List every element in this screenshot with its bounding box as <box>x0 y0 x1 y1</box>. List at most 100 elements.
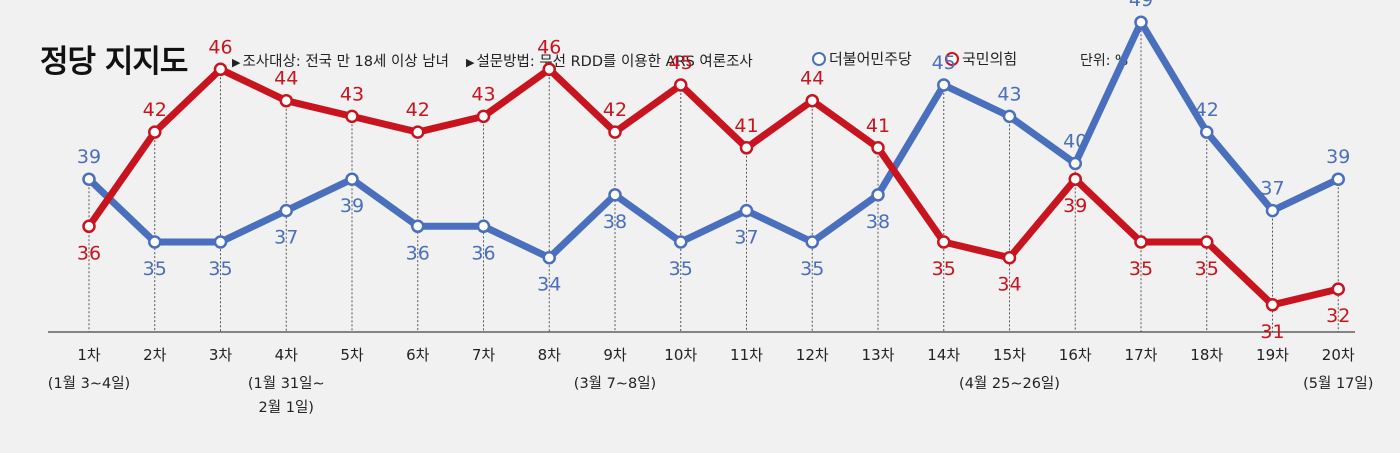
data-point-red <box>213 62 228 77</box>
data-point-blue <box>1265 203 1280 218</box>
date-annotation: (1월 31일∼ <box>248 375 325 392</box>
x-tick-label: 10차 <box>664 346 697 364</box>
x-tick-label: 15차 <box>993 346 1026 364</box>
data-label-red: 44 <box>800 68 824 90</box>
unit-label: 단위: % <box>1080 53 1129 69</box>
x-tick-label: 20차 <box>1322 346 1355 364</box>
data-point-blue <box>674 235 688 249</box>
legend-item-red: 국민의힘 <box>945 48 1017 69</box>
data-label-blue: 49 <box>1129 0 1153 11</box>
x-tick-label: 3차 <box>209 346 233 364</box>
circle-marker-icon <box>812 51 826 66</box>
x-tick-label: 17차 <box>1125 346 1158 364</box>
data-point-blue <box>608 188 622 202</box>
x-tick-label: 6차 <box>406 346 430 364</box>
triangle-icon: ▶ <box>232 56 241 69</box>
data-point-red <box>805 93 819 108</box>
date-annotation: (3월 7∼8일) <box>574 375 656 392</box>
series-line-blue <box>85 18 1342 262</box>
x-tick-label: 16차 <box>1059 346 1092 364</box>
chart-title: 정당 지지도 <box>40 44 188 80</box>
data-point-red <box>1068 172 1082 186</box>
data-point-blue <box>542 250 556 265</box>
data-label-blue: 43 <box>997 83 1021 105</box>
data-point-blue <box>345 172 359 186</box>
x-tick-label: 14차 <box>927 346 960 364</box>
data-point-red <box>279 93 293 108</box>
data-point-blue <box>871 188 885 202</box>
data-label-blue: 35 <box>669 258 693 280</box>
data-label-blue: 45 <box>932 52 956 74</box>
data-label-red: 44 <box>274 68 298 90</box>
data-point-blue <box>739 203 754 218</box>
data-point-blue <box>1134 15 1148 29</box>
data-point-blue <box>1331 172 1345 186</box>
date-annotation: (1월 3∼4일) <box>48 375 130 392</box>
data-label-blue: 39 <box>77 146 101 168</box>
date-annotation: (5월 17일) <box>1303 375 1373 392</box>
data-label-blue: 37 <box>274 227 298 249</box>
data-label-red: 45 <box>669 52 693 74</box>
data-label-red: 43 <box>471 83 495 105</box>
date-annotation: 2월 1일) <box>259 399 314 416</box>
data-point-red <box>674 78 688 92</box>
x-tick-label: 1차 <box>77 346 101 364</box>
legend-item-blue: 더불어민주당 <box>812 48 912 69</box>
data-point-red <box>1002 250 1017 265</box>
x-tick-label: 4차 <box>275 346 299 364</box>
data-point-blue <box>937 78 951 92</box>
data-point-red <box>411 125 425 139</box>
circle-marker-icon <box>945 51 959 66</box>
x-tick-label: 8차 <box>538 346 562 364</box>
x-tick-label: 9차 <box>603 346 627 364</box>
data-label-red: 42 <box>603 99 627 121</box>
data-label-red: 42 <box>406 99 430 121</box>
data-point-red <box>739 141 754 155</box>
data-point-blue <box>1068 156 1082 171</box>
data-label-blue: 35 <box>800 258 824 280</box>
data-point-red <box>542 62 556 77</box>
triangle-icon: ▶ <box>466 56 475 69</box>
data-label-red: 35 <box>932 258 956 280</box>
data-label-red: 35 <box>1129 258 1153 280</box>
data-label-red: 46 <box>208 36 232 58</box>
data-point-blue <box>411 219 425 234</box>
data-point-blue <box>1002 109 1017 124</box>
x-tick-label: 5차 <box>340 346 364 364</box>
x-tick-label: 11차 <box>730 346 763 364</box>
x-tick-label: 13차 <box>862 346 895 364</box>
data-label-red: 39 <box>1063 195 1087 217</box>
data-point-red <box>82 219 96 234</box>
survey-target-text: 조사대상: 전국 만 18세 이상 남녀 <box>242 54 449 70</box>
data-label-blue: 34 <box>537 274 561 296</box>
data-point-blue <box>279 203 293 218</box>
date-annotation: (4월 25∼26일) <box>959 375 1060 392</box>
data-point-red <box>608 125 622 139</box>
data-label-red: 36 <box>77 242 101 264</box>
data-label-blue: 37 <box>1260 178 1284 200</box>
data-point-red <box>1134 235 1148 249</box>
data-point-red <box>1331 282 1345 296</box>
data-label-blue: 37 <box>734 227 758 249</box>
data-label-blue: 39 <box>1326 146 1350 168</box>
data-point-blue <box>82 172 96 186</box>
data-point-red <box>148 125 162 139</box>
data-label-blue: 38 <box>866 211 890 233</box>
x-tick-label: 12차 <box>796 346 829 364</box>
series-line-red <box>85 65 1342 309</box>
data-label-blue: 39 <box>340 195 364 217</box>
data-label-red: 31 <box>1260 321 1284 343</box>
survey-target: ▶ 조사대상: 전국 만 18세 이상 남녀 <box>232 50 449 71</box>
x-tick-label: 2차 <box>143 346 167 364</box>
data-label-blue: 36 <box>471 242 495 264</box>
data-label-red: 34 <box>997 274 1021 296</box>
data-label-blue: 35 <box>208 258 232 280</box>
legend-label: 더불어민주당 <box>829 50 912 68</box>
data-label-blue: 36 <box>406 242 430 264</box>
data-label-blue: 40 <box>1063 131 1087 153</box>
data-point-red <box>1200 235 1214 249</box>
data-point-blue <box>1200 125 1214 139</box>
data-point-blue <box>805 235 819 249</box>
data-point-blue <box>476 219 491 234</box>
